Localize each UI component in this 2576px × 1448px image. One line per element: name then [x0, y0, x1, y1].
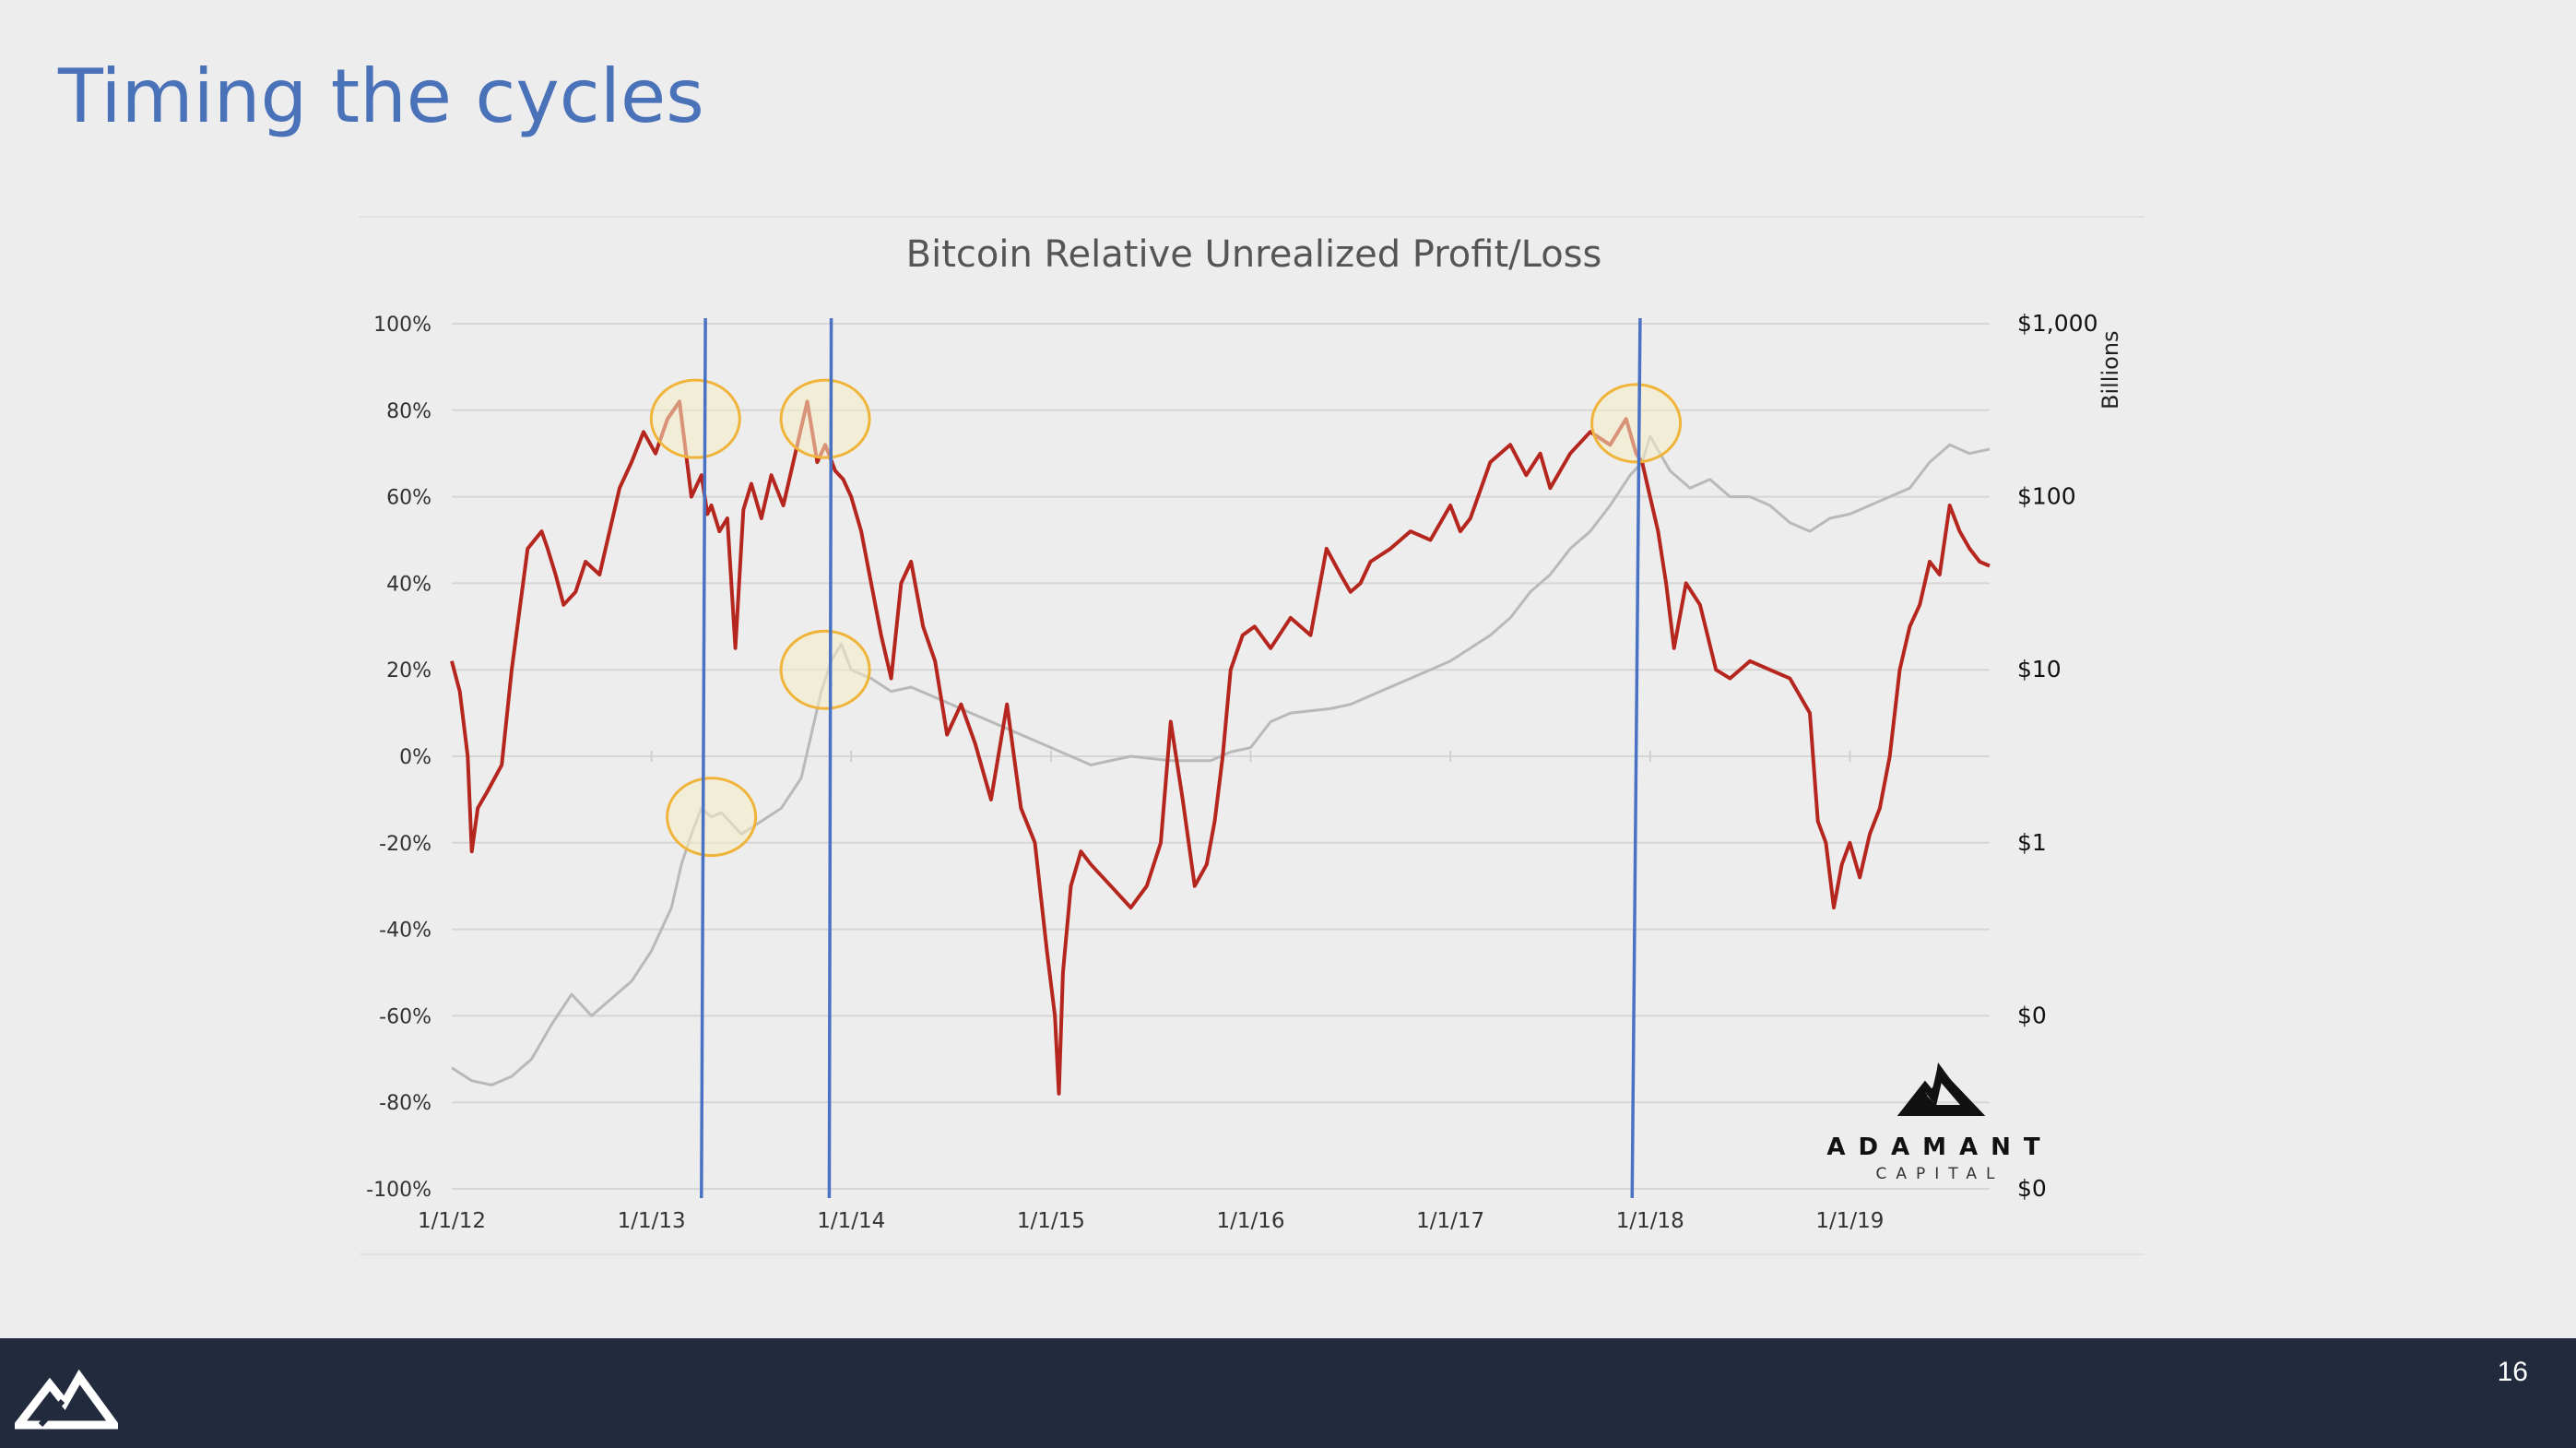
left-tick-label: 60% — [386, 487, 431, 510]
adamant-mountain-icon — [1905, 1062, 1975, 1112]
right-axis-ticks: $1,000 $100 $10 $1 $0 $0 — [2017, 310, 2097, 1202]
right-axis-label: Billions — [2097, 330, 2123, 409]
cycle-highlight-circle — [1590, 383, 1683, 464]
cycle-marker-line — [700, 317, 707, 1199]
x-axis-ticks: 1/1/12 1/1/13 1/1/14 1/1/15 1/1/16 1/1/17 1/1/… — [418, 1209, 1884, 1233]
left-axis-ticks: 100% 80% 60% 40% 20% 0% -20% -40% -60% -80% -100% — [366, 314, 431, 1202]
x-tick-label: 1/1/18 — [1616, 1209, 1684, 1233]
chart-svg: Bitcoin Relative Unrealized Profit/Loss … — [360, 216, 2145, 1255]
chart-container: Bitcoin Relative Unrealized Profit/Loss … — [360, 214, 2145, 1256]
x-tick-label: 1/1/16 — [1216, 1209, 1284, 1233]
left-tick-label: -100% — [366, 1179, 431, 1202]
right-tick-label: $1,000 — [2017, 310, 2097, 337]
adamant-logo-sub: CAPITAL — [1876, 1165, 2004, 1183]
x-tick-label: 1/1/13 — [618, 1209, 686, 1233]
cycle-marker-layer — [700, 317, 1642, 1199]
footer-bar: 16 — [0, 1338, 2576, 1448]
left-tick-label: 80% — [386, 400, 431, 423]
page-number: 16 — [2497, 1357, 2528, 1387]
right-tick-label: $100 — [2017, 483, 2076, 510]
adamant-mountain-outline — [1897, 1065, 1986, 1116]
chart-title: Bitcoin Relative Unrealized Profit/Loss — [906, 233, 1602, 276]
left-tick-label: -40% — [379, 920, 431, 943]
right-tick-label: $1 — [2017, 829, 2047, 856]
x-tick-label: 1/1/17 — [1416, 1209, 1484, 1233]
x-tick-label: 1/1/12 — [418, 1209, 486, 1233]
left-tick-label: 0% — [399, 746, 431, 769]
right-tick-label: $10 — [2017, 656, 2062, 682]
left-tick-label: 40% — [386, 573, 431, 596]
cycle-highlight-circle — [649, 378, 741, 459]
rupl-series-line — [450, 399, 1991, 1096]
left-tick-label: 20% — [386, 659, 431, 682]
slide-title: Timing the cycles — [58, 53, 704, 139]
cycle-marker-line — [1630, 317, 1642, 1199]
right-tick-label: $0 — [2017, 1002, 2047, 1028]
adamant-logo-name: ADAMANT — [1826, 1133, 2052, 1161]
cycle-marker-line — [827, 317, 833, 1199]
left-tick-label: -20% — [379, 833, 431, 856]
chart-frame — [360, 216, 2145, 1255]
cycle-highlight-circle — [666, 777, 758, 858]
x-tick-label: 1/1/14 — [817, 1209, 885, 1233]
left-tick-label: -60% — [379, 1005, 431, 1028]
series-layer — [450, 399, 1991, 1096]
footer-mountain-icon — [15, 1369, 118, 1430]
left-tick-label: -80% — [379, 1092, 431, 1115]
grid — [452, 323, 1990, 1190]
x-tick-label: 1/1/15 — [1017, 1209, 1085, 1233]
highlight-layer — [649, 378, 1683, 858]
right-tick-label: $0 — [2017, 1175, 2047, 1202]
adamant-logo: ADAMANT CAPITAL — [1826, 1062, 2052, 1183]
cycle-highlight-circle — [779, 378, 871, 459]
x-tick-label: 1/1/19 — [1815, 1209, 1884, 1233]
cycle-highlight-circle — [779, 629, 871, 710]
left-tick-label: 100% — [373, 314, 431, 337]
